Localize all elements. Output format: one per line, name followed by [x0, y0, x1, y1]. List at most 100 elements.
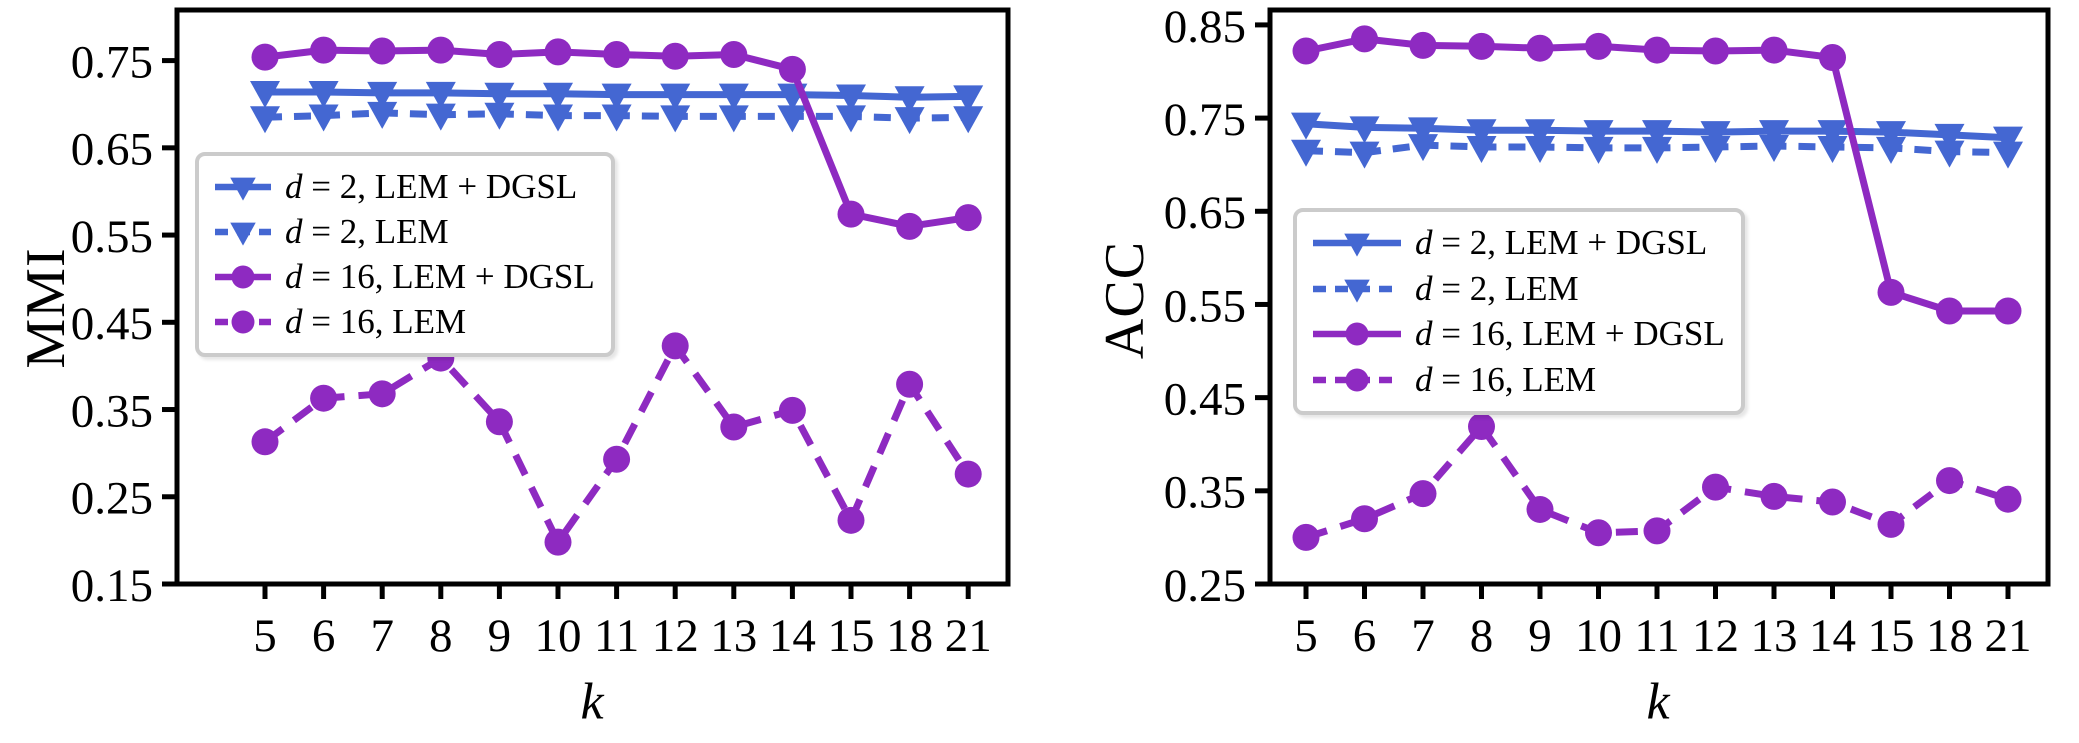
marker-d16-lem-dgsl — [1468, 32, 1495, 60]
marker-d16-lem-dgsl — [1643, 36, 1671, 64]
marker-d2-lem-dgsl — [953, 85, 984, 113]
legend-sample-d2-lem-triangle-icon — [215, 222, 271, 246]
legend-marker-d16-lem-dgsl — [1345, 322, 1369, 346]
marker-d2-lem — [425, 103, 456, 131]
marker-d16-lem-dgsl — [778, 55, 806, 83]
legend-label-d2-lem: d = 2, LEM — [285, 212, 449, 252]
acc-plot-canvas: 0.850.750.650.550.450.350.255 6 7 8 9 10 11 12 1… — [1164, 1, 2051, 662]
y-tick-label: 0.45 — [1164, 374, 1246, 426]
legend-sample-d16-lem-circle-icon — [215, 310, 271, 334]
legend-sample-d2-lem-triangle-icon — [1313, 279, 1401, 303]
marker-d16-lem — [544, 528, 572, 556]
marker-d16-lem-dgsl — [1351, 25, 1378, 53]
x-tick-label: 6 — [1353, 610, 1377, 662]
marker-d16-lem-dgsl — [1994, 297, 2022, 325]
marker-d16-lem — [1585, 519, 1612, 547]
marker-d16-lem — [954, 460, 982, 488]
marker-d2-lem-dgsl — [367, 81, 398, 109]
legend-sample-d16-lem-dgsl-circle-icon — [1313, 322, 1401, 346]
marker-d2-lem — [1642, 136, 1672, 164]
y-tick-label: 0.25 — [71, 473, 153, 525]
marker-d16-lem-dgsl — [1760, 36, 1788, 64]
marker-d16-lem-dgsl — [1819, 44, 1846, 72]
marker-d2-lem-dgsl — [1700, 121, 1731, 149]
y-tick-label: 0.75 — [1164, 94, 1246, 146]
marker-d16-lem-dgsl — [954, 204, 982, 232]
marker-d16-lem — [1643, 517, 1671, 545]
y-tick-label: 0.35 — [71, 385, 153, 437]
marker-d16-lem — [310, 384, 338, 412]
marker-d2-lem — [484, 102, 515, 130]
legend-sample-d2-lem-dgsl-triangle-icon — [1313, 234, 1401, 257]
marker-d16-lem-dgsl — [896, 212, 924, 240]
legend-label-var: d — [1415, 223, 1433, 263]
marker-d2-lem-dgsl — [894, 86, 925, 114]
marker-d2-lem — [777, 105, 808, 133]
legend-row-d16-lem-dgsl: d = 16, LEM + DGSL — [215, 257, 595, 297]
legend-row-d16-lem-dgsl: d = 16, LEM + DGSL — [1313, 314, 1725, 354]
legend-marker-d16-lem — [1345, 368, 1369, 392]
legend-row-d2-lem-dgsl: d = 2, LEM + DGSL — [1313, 223, 1725, 263]
legend-label-var: d — [1415, 359, 1433, 399]
legend-sample-d16-lem-circle-icon — [1313, 368, 1401, 392]
plot-frame — [1267, 7, 2051, 587]
legend-label-var: d — [285, 302, 303, 341]
y-tick-label: 0.55 — [71, 211, 153, 263]
marker-d2-lem-dgsl — [1817, 120, 1848, 148]
marker-d2-lem — [953, 106, 984, 134]
marker-d2-lem-dgsl — [1642, 120, 1672, 148]
marker-d2-lem — [836, 105, 866, 133]
marker-d2-lem-dgsl — [308, 81, 339, 108]
y-tick-label: 0.65 — [71, 124, 153, 176]
marker-d2-lem — [1817, 135, 1848, 163]
x-tick-label: 7 — [370, 610, 394, 662]
marker-d16-lem — [1936, 467, 1963, 495]
marker-d16-lem-dgsl — [837, 200, 865, 228]
marker-d2-lem — [1291, 139, 1321, 167]
marker-d16-lem-dgsl — [485, 40, 513, 68]
y-tick-label: 0.55 — [1164, 280, 1246, 332]
x-tick-label: 21 — [945, 610, 992, 662]
x-axis-label-k-right: k — [1646, 673, 1670, 731]
y-tick-label: 0.25 — [1164, 560, 1246, 612]
marker-d16-lem — [1994, 485, 2022, 513]
x-tick-label: 15 — [1868, 610, 1915, 662]
marker-d16-lem-dgsl — [720, 40, 748, 68]
marker-d2-lem-dgsl — [1759, 120, 1789, 148]
marker-d2-lem-dgsl — [1876, 121, 1906, 149]
marker-d16-lem — [720, 413, 748, 441]
marker-d16-lem-dgsl — [1292, 37, 1320, 65]
mmi-plot-canvas: 0.750.650.550.450.350.250.155 6 7 8 9 10 11 12 1… — [71, 7, 1011, 662]
legend-row-d2-lem-dgsl: d = 2, LEM + DGSL — [215, 167, 595, 207]
legend-label-rest: = 2, LEM + DGSL — [1432, 223, 1708, 263]
series-line-d16-lem — [262, 342, 972, 546]
legend-marker-d2-lem — [1344, 279, 1370, 303]
marker-d16-lem-dgsl — [1526, 34, 1554, 62]
marker-d16-lem — [1526, 495, 1554, 523]
marker-d2-lem-dgsl — [425, 81, 456, 109]
legend-label-rest: = 2, LEM — [302, 212, 449, 251]
x-tick-label: 5 — [1294, 610, 1318, 662]
marker-d2-lem-dgsl — [1466, 119, 1497, 147]
marker-d16-lem — [1468, 413, 1495, 441]
x-tick-label: 12 — [652, 610, 699, 662]
marker-d2-lem — [718, 105, 749, 133]
legend-row-d16-lem: d = 16, LEM — [215, 302, 595, 342]
legend-label-rest: = 16, LEM — [302, 302, 467, 341]
x-tick-label: 11 — [594, 610, 639, 662]
legend-marker-d2-lem-dgsl — [1344, 234, 1370, 257]
marker-d16-lem — [778, 396, 806, 424]
marker-d16-lem — [1702, 473, 1729, 501]
legend-label-d2-lem-dgsl: d = 2, LEM + DGSL — [1415, 223, 1707, 263]
x-tick-label: 12 — [1692, 610, 1739, 662]
marker-d2-lem — [1583, 136, 1614, 164]
marker-d16-lem — [1819, 488, 1846, 516]
x-tick-label: 11 — [1634, 610, 1679, 662]
x-tick-label: 8 — [1470, 610, 1494, 662]
x-axis-label-k-left: k — [580, 673, 604, 731]
x-tick-label: 18 — [886, 610, 933, 662]
marker-d16-lem — [603, 445, 631, 473]
marker-d16-lem-dgsl — [1702, 37, 1729, 65]
legend-row-d2-lem: d = 2, LEM — [1313, 269, 1725, 309]
